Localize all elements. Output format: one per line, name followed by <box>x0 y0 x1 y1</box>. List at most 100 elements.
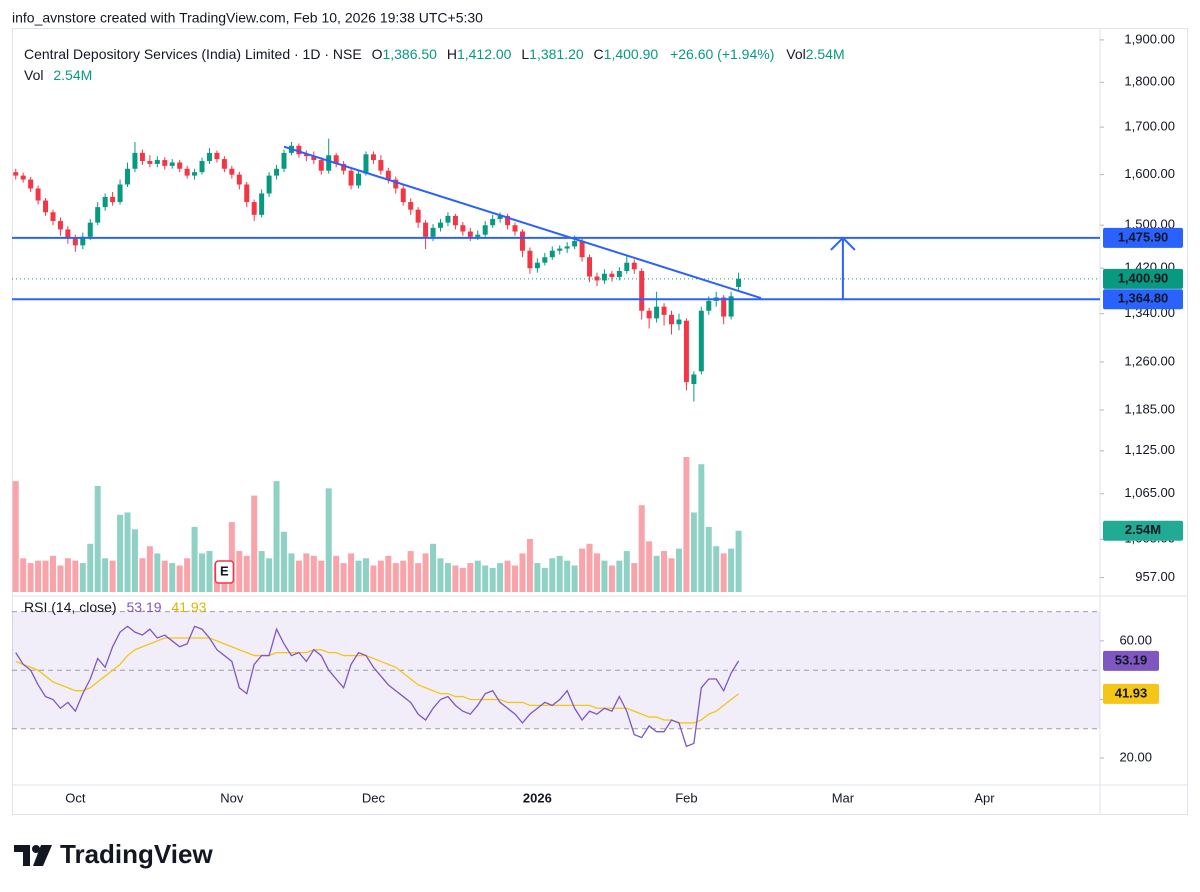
volume-bar <box>586 543 593 592</box>
volume-bar <box>228 522 235 592</box>
candle-body <box>467 231 473 237</box>
candle-body <box>281 152 287 169</box>
candle-body <box>437 222 443 228</box>
price-label: 1,400.90 <box>1118 270 1169 285</box>
y-tick-label: 1,125.00 <box>1124 442 1175 457</box>
candle-body <box>445 215 451 223</box>
candle-body <box>736 278 742 287</box>
candle-body <box>139 152 145 162</box>
rsi-legend-value: 53.19 <box>126 599 161 615</box>
candle-body <box>408 202 414 210</box>
volume-bar <box>422 553 429 592</box>
candle-body <box>363 154 369 174</box>
candle-body <box>505 215 511 226</box>
legend-high: 1,412.00 <box>457 46 512 62</box>
legend: Central Depository Services (India) Limi… <box>24 46 845 62</box>
volume-bar <box>392 563 399 592</box>
volume-bar <box>288 553 295 592</box>
volume-bar <box>79 563 86 592</box>
rsi-label: 41.93 <box>1115 685 1148 700</box>
candle-body <box>177 162 183 169</box>
candle-body <box>706 300 712 311</box>
candle-body <box>564 246 570 249</box>
candle-body <box>348 170 354 186</box>
rsi-legend: RSI (14, close) 53.19 41.93 <box>24 599 207 615</box>
volume-bar <box>72 560 79 592</box>
candle-body <box>43 200 49 213</box>
rsi-label-box <box>1103 650 1159 671</box>
volume-bar <box>362 558 369 592</box>
candle-body <box>654 306 660 319</box>
volume-bar <box>273 481 280 592</box>
candle-body <box>251 202 257 215</box>
candle-body <box>519 231 525 251</box>
candle-body <box>303 154 309 157</box>
header: info_avnstore created with TradingView.c… <box>12 10 483 26</box>
rsi-y-tick-label: 20.00 <box>1119 749 1152 764</box>
volume-bar <box>243 555 250 592</box>
y-tick-label: 1,600.00 <box>1124 166 1175 181</box>
volume-bar <box>281 531 287 592</box>
candle-body <box>669 314 675 325</box>
candle-body <box>691 374 697 385</box>
candle-body <box>497 215 503 219</box>
legend-volume: 2.54M <box>806 46 845 62</box>
candle-body <box>333 155 339 164</box>
candle-body <box>229 168 235 175</box>
x-tick-label: Nov <box>220 790 244 805</box>
price-label-box <box>1103 227 1183 248</box>
candle-body <box>534 262 540 269</box>
volume-bar <box>593 553 600 592</box>
volume-bar <box>698 464 705 592</box>
y-tick-label: 1,800.00 <box>1124 74 1175 89</box>
price-label: 1,364.80 <box>1118 291 1169 306</box>
volume-bar <box>690 512 697 592</box>
candle-body <box>296 145 302 155</box>
legend-open-key: O <box>372 46 383 62</box>
candle-body <box>80 236 86 246</box>
volume-bar <box>631 563 638 592</box>
volume-bar <box>310 555 317 592</box>
volume-bar <box>467 563 474 592</box>
volume-bar <box>705 526 712 592</box>
candle-body <box>557 248 563 251</box>
volume-bar <box>348 553 355 592</box>
volume-bar <box>35 560 42 592</box>
candle-body <box>676 319 682 325</box>
y-tick-label: 1,065.00 <box>1124 485 1175 500</box>
rsi-label: 53.19 <box>1115 652 1148 667</box>
volume-bar <box>117 514 124 592</box>
volume-bar <box>646 541 653 592</box>
x-tick-label: Apr <box>974 790 995 805</box>
candle-body <box>378 160 384 171</box>
volume-bar <box>27 563 34 592</box>
volume-bar <box>638 505 645 592</box>
y-tick-label: 1,185.00 <box>1124 401 1175 416</box>
volume-bar <box>564 560 571 592</box>
volume-bar <box>541 567 548 592</box>
volume-bar <box>87 543 94 592</box>
volume-bar <box>556 555 563 592</box>
candle-body <box>482 225 488 235</box>
volume-bar <box>102 558 109 592</box>
volume-bar <box>474 560 481 592</box>
volume-bar <box>42 560 49 592</box>
volume-bar <box>519 553 526 592</box>
y-tick-label: 1,900.00 <box>1124 31 1175 46</box>
price-label-box <box>1103 520 1183 541</box>
legend-close-key: C <box>594 46 604 62</box>
candle-body <box>326 155 332 171</box>
volume-bar <box>355 560 362 592</box>
candle-body <box>624 262 630 271</box>
candle-body <box>259 193 265 215</box>
candle-body <box>385 170 391 180</box>
y-tick-label: 957.00 <box>1135 569 1175 584</box>
logo-text: TradingView <box>60 839 213 869</box>
candle-body <box>35 188 41 201</box>
volume-bar <box>407 551 414 592</box>
candle-body <box>50 212 56 222</box>
candle-body <box>572 241 578 247</box>
candle-body <box>117 184 123 203</box>
legend-close: 1,400.90 <box>604 46 659 62</box>
